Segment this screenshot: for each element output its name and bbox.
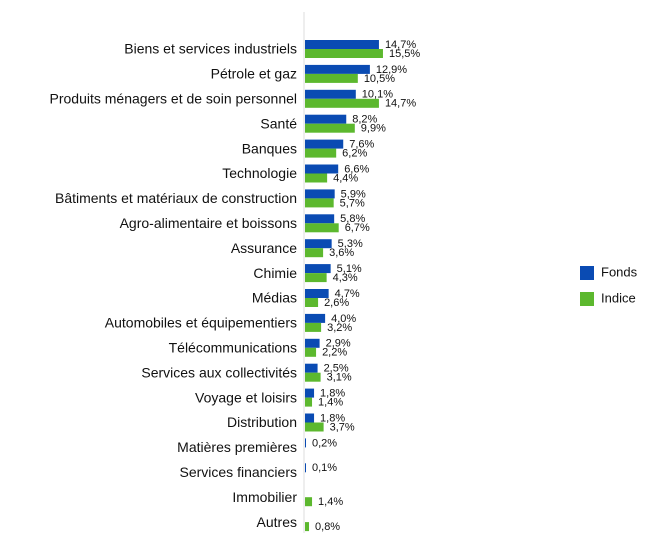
- value-label: 0,2%: [312, 437, 337, 449]
- bar: [305, 123, 355, 133]
- category-label: Banques: [242, 140, 297, 156]
- legend-label: Fonds: [601, 264, 638, 279]
- bar: [305, 497, 313, 507]
- value-label: 4,0%: [331, 313, 356, 325]
- bar: [305, 49, 383, 58]
- value-label: 5,8%: [340, 213, 365, 225]
- category-label: Télécommunications: [169, 340, 297, 356]
- value-label: 3,1%: [327, 372, 352, 384]
- value-label: 3,7%: [330, 421, 355, 433]
- value-label: 3,6%: [329, 247, 354, 259]
- value-label: 3,2%: [327, 322, 352, 334]
- bar: [305, 164, 339, 174]
- bar: [305, 322, 322, 332]
- value-label: 6,6%: [344, 163, 369, 175]
- value-label: 9,9%: [361, 123, 386, 135]
- category-label: Services financiers: [180, 464, 298, 480]
- value-label: 6,2%: [342, 148, 367, 160]
- bar: [305, 273, 327, 283]
- category-label: Voyage et loisirs: [195, 389, 297, 405]
- category-label: Pétrole et gaz: [211, 66, 297, 82]
- category-label: Services aux collectivités: [141, 364, 297, 380]
- category-label: Assurance: [231, 240, 297, 256]
- category-label: Immobilier: [232, 489, 297, 505]
- category-label: Technologie: [222, 165, 297, 181]
- value-label: 2,6%: [324, 297, 349, 309]
- category-label: Chimie: [253, 265, 297, 281]
- value-label: 8,2%: [352, 114, 377, 126]
- bar: [305, 198, 334, 208]
- bar: [305, 248, 324, 258]
- value-label: 5,9%: [341, 188, 366, 200]
- category-label: Santé: [260, 115, 297, 131]
- bar: [305, 388, 315, 398]
- value-label: 0,1%: [312, 462, 337, 474]
- bar: [305, 173, 328, 183]
- value-label: 10,1%: [362, 89, 393, 101]
- value-label: 2,9%: [326, 338, 351, 350]
- value-label: 5,7%: [340, 197, 365, 209]
- value-label: 15,5%: [389, 48, 420, 60]
- value-label: 1,4%: [318, 397, 343, 409]
- bar: [305, 98, 379, 108]
- category-label: Biens et services industriels: [124, 41, 297, 57]
- bar: [305, 438, 307, 448]
- bar: [305, 313, 326, 323]
- bar: [305, 64, 370, 74]
- value-label: 4,7%: [335, 288, 360, 300]
- bar: [305, 89, 356, 99]
- value-label: 2,2%: [322, 347, 347, 359]
- bar: [305, 338, 320, 348]
- bar: [305, 139, 344, 149]
- bar: [305, 372, 321, 382]
- value-label: 7,6%: [349, 139, 374, 151]
- value-label: 5,3%: [338, 238, 363, 250]
- bar: [305, 289, 329, 298]
- category-label: Distribution: [227, 414, 297, 430]
- bar: [305, 413, 315, 423]
- bar: [305, 264, 331, 274]
- category-label: Agro-alimentaire et boissons: [120, 215, 297, 231]
- bar: [305, 40, 379, 49]
- category-label: Médias: [252, 290, 297, 306]
- bar: [305, 239, 332, 249]
- bar: [305, 522, 310, 532]
- value-label: 1,8%: [320, 412, 345, 424]
- bar: [305, 223, 339, 233]
- value-label: 1,4%: [318, 496, 343, 508]
- legend-label: Indice: [601, 290, 636, 305]
- category-label: Autres: [257, 514, 297, 530]
- bar: [305, 73, 358, 83]
- bar: [305, 422, 324, 432]
- value-label: 6,7%: [345, 222, 370, 234]
- legend-swatch: [580, 292, 594, 306]
- category-label: Matières premières: [177, 439, 297, 455]
- category-label: Automobiles et équipementiers: [105, 315, 297, 331]
- bar: [305, 463, 306, 473]
- value-label: 1,8%: [320, 388, 345, 400]
- bar: [305, 397, 313, 407]
- bar: [305, 114, 347, 124]
- value-label: 12,9%: [376, 64, 407, 76]
- value-label: 2,5%: [324, 363, 349, 375]
- value-label: 4,4%: [333, 172, 358, 184]
- value-label: 0,8%: [315, 521, 340, 533]
- value-label: 5,1%: [337, 263, 362, 275]
- bar: [305, 214, 335, 224]
- category-label: Bâtiments et matériaux de construction: [55, 190, 297, 206]
- value-label: 4,3%: [333, 272, 358, 284]
- value-label: 14,7%: [385, 39, 416, 51]
- category-label: Produits ménagers et de soin personnel: [50, 91, 297, 107]
- bar: [305, 298, 319, 307]
- bar: [305, 148, 337, 158]
- value-label: 10,5%: [364, 73, 395, 85]
- bar: [305, 347, 317, 357]
- bar: [305, 189, 335, 199]
- bar: [305, 363, 318, 373]
- value-label: 14,7%: [385, 98, 416, 110]
- legend-swatch: [580, 266, 594, 280]
